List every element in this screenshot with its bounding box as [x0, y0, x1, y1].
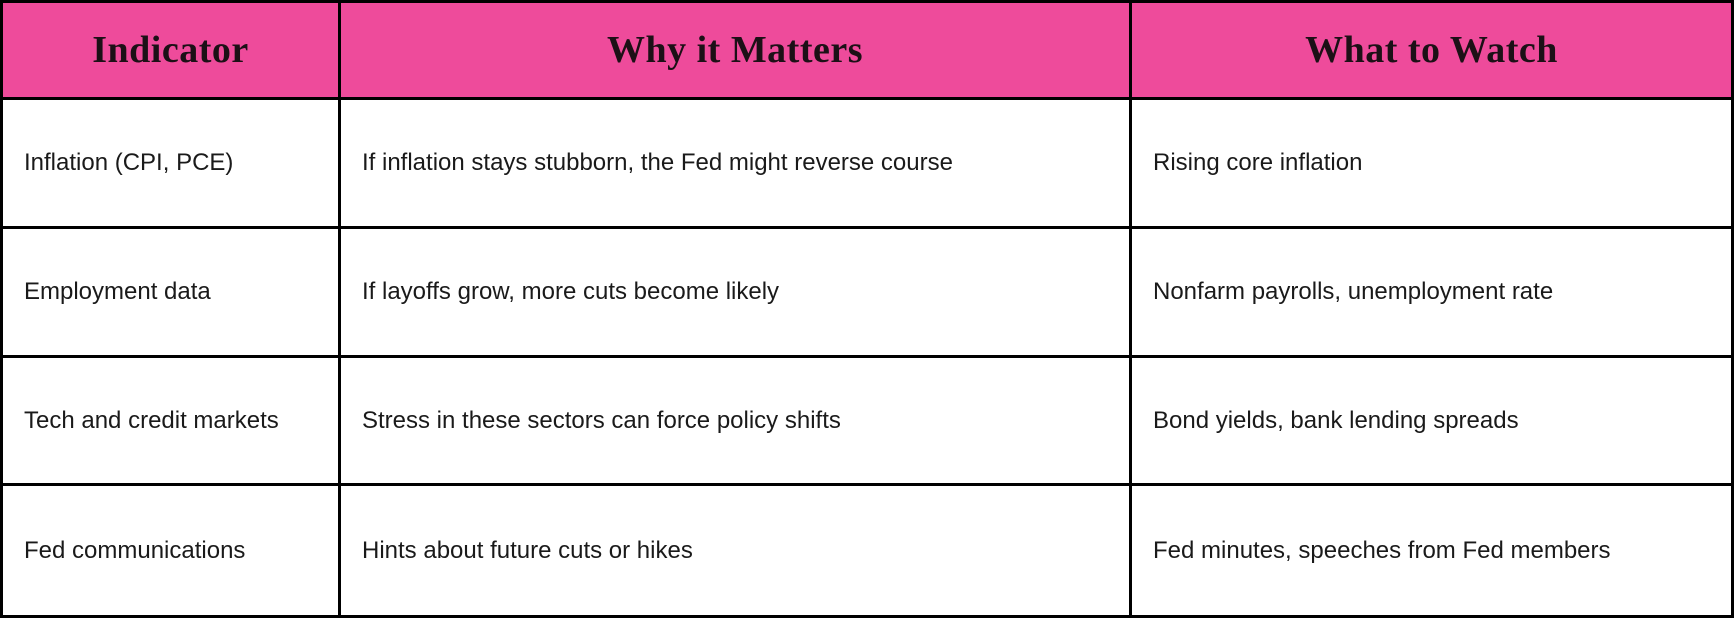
table-cell-what-to-watch: Nonfarm payrolls, unemployment rate [1132, 228, 1731, 358]
table-cell-what-to-watch: Rising core inflation [1132, 100, 1731, 229]
table-cell-indicator: Tech and credit markets [3, 357, 341, 487]
table-cell-indicator: Employment data [3, 228, 341, 358]
column-header-what-to-watch: What to Watch [1132, 3, 1731, 100]
table-cell-indicator: Fed communications [3, 486, 341, 615]
cell-text: Bond yields, bank lending spreads [1153, 406, 1519, 434]
column-header-indicator-label: Indicator [92, 29, 249, 71]
table-cell-why-it-matters: Hints about future cuts or hikes [341, 486, 1132, 615]
cell-text: Nonfarm payrolls, unemployment rate [1153, 278, 1554, 306]
table-cell-what-to-watch: Fed minutes, speeches from Fed members [1132, 486, 1731, 615]
table-cell-why-it-matters: Stress in these sectors can force policy… [341, 357, 1132, 487]
cell-text: If inflation stays stubborn, the Fed mig… [362, 149, 953, 177]
column-header-what-to-watch-label: What to Watch [1305, 29, 1558, 71]
cell-text: Inflation (CPI, PCE) [24, 149, 234, 177]
cell-text: Hints about future cuts or hikes [362, 537, 693, 565]
column-header-indicator: Indicator [3, 3, 341, 100]
table-cell-why-it-matters: If inflation stays stubborn, the Fed mig… [341, 100, 1132, 229]
table-cell-indicator: Inflation (CPI, PCE) [3, 100, 341, 229]
cell-text: Employment data [24, 278, 211, 306]
cell-text: If layoffs grow, more cuts become likely [362, 278, 780, 306]
cell-text: Tech and credit markets [24, 406, 279, 434]
table-cell-what-to-watch: Bond yields, bank lending spreads [1132, 357, 1731, 487]
cell-text: Rising core inflation [1153, 149, 1363, 177]
cell-text: Fed minutes, speeches from Fed members [1153, 537, 1611, 565]
table-cell-why-it-matters: If layoffs grow, more cuts become likely [341, 228, 1132, 358]
cell-text: Stress in these sectors can force policy… [362, 406, 841, 434]
column-header-why-it-matters-label: Why it Matters [606, 29, 864, 71]
column-header-why-it-matters: Why it Matters [341, 3, 1132, 100]
cell-text: Fed communications [24, 537, 246, 565]
